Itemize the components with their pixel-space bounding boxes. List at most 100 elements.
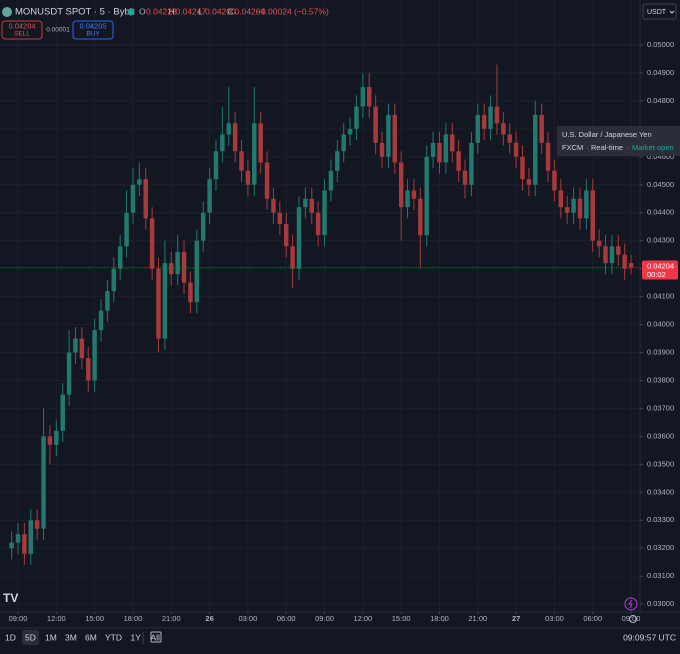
candle-body (309, 198, 314, 213)
candle-body (520, 156, 525, 180)
ohlc-key: H (169, 6, 175, 16)
candle-body (169, 263, 174, 275)
candle-body (175, 251, 180, 275)
range-toolbar: 1D 5D 1M 3M 6M YTD 1Y All (5, 630, 160, 645)
x-tick-label: 06:00 (583, 614, 602, 623)
y-tick-label: 0.04000 (647, 320, 674, 329)
buy-label: BUY (86, 31, 100, 38)
range-button[interactable]: 1Y (131, 632, 142, 642)
y-tick-label: 0.03100 (647, 571, 674, 580)
sell-button[interactable] (1, 20, 43, 40)
x-tick-label: 06:00 (277, 614, 296, 623)
y-tick-label: 0.03200 (647, 543, 674, 552)
candle-body (622, 254, 627, 269)
candle-body (92, 330, 97, 381)
candle-body (360, 86, 366, 107)
candle-body (143, 179, 148, 219)
candle-body (9, 542, 14, 549)
change: −0.00024 (−0.57%) (256, 6, 329, 16)
x-tick-label: 18:00 (430, 614, 449, 623)
date-range-icon[interactable] (150, 631, 162, 643)
candle-body (271, 198, 276, 213)
x-tick-label: 27 (512, 614, 520, 623)
ohlc-value: 0.04247 (176, 6, 207, 16)
candle-body (232, 123, 238, 152)
candle-body (226, 123, 231, 135)
y-tick-label: 0.03400 (647, 487, 674, 496)
x-tick-label: 03:00 (239, 614, 258, 623)
separator: · (586, 143, 589, 152)
y-tick-label: 0.04900 (647, 68, 674, 77)
candle-body (303, 198, 308, 208)
alert-bolt (628, 599, 633, 609)
candle-body (609, 246, 615, 264)
tooltip-feed: Real-time (591, 143, 623, 152)
candle-body (577, 198, 583, 219)
candle-body (526, 179, 532, 185)
range-button[interactable]: 5D (25, 632, 36, 642)
y-tick-label: 0.04600 (647, 152, 674, 161)
x-tick-label: 03:00 (545, 614, 564, 623)
ohlc-key: O (139, 6, 146, 16)
last-price: 0.04204 (647, 262, 674, 271)
y-tick-label: 0.03000 (647, 599, 674, 608)
candle-body (34, 520, 40, 529)
y-tick-label: 0.04100 (647, 292, 674, 301)
y-tick-label: 0.03500 (647, 459, 674, 468)
candle-body (539, 114, 544, 143)
y-tick-label: 0.04800 (647, 96, 674, 105)
range-button[interactable]: 1D (5, 632, 16, 642)
range-button[interactable]: YTD (105, 632, 122, 642)
range-button[interactable]: 3M (65, 632, 77, 642)
candle-body (264, 162, 270, 199)
candle-body (437, 142, 442, 163)
candle-body (252, 123, 257, 185)
currency-select[interactable] (642, 3, 677, 20)
candle-body (418, 198, 423, 236)
sell-price: 0.04204 (8, 21, 35, 30)
candle-body (105, 291, 110, 311)
y-tick-label: 0.04400 (647, 208, 674, 217)
candle-body (283, 223, 289, 247)
alert-icon[interactable] (624, 597, 638, 611)
candle-body (207, 179, 212, 213)
candle-body (494, 106, 500, 124)
candle-body (245, 170, 251, 185)
settings-icon[interactable] (629, 615, 637, 623)
candle-body (596, 240, 602, 247)
x-tick-label: 09:00 (315, 614, 334, 623)
grid (0, 0, 640, 612)
x-tick-label: 18:00 (124, 614, 143, 623)
candle-body (117, 246, 123, 269)
ohlc-value: 0.04204 (235, 6, 266, 16)
candle-body (22, 534, 27, 554)
candle-body (213, 151, 219, 180)
buy-button[interactable] (72, 20, 114, 40)
candle-body (41, 436, 46, 529)
x-tick-label: 26 (205, 614, 213, 623)
candle-body (296, 207, 302, 269)
candle-body (335, 151, 340, 171)
candle-body (488, 106, 493, 129)
candle-body (73, 338, 78, 353)
ohlc-value: 0.04200 (205, 6, 236, 16)
x-tick-label: 21:00 (162, 614, 181, 623)
candle-body (98, 310, 104, 331)
range-button[interactable]: 1M (45, 632, 57, 642)
y-tick-label: 0.05000 (647, 40, 674, 49)
y-tick-label: 0.03800 (647, 375, 674, 384)
candle-body (405, 190, 410, 208)
candle-body (475, 114, 481, 143)
candle-body (628, 263, 634, 268)
buy-price: 0.04205 (79, 21, 106, 30)
candle-body (462, 170, 468, 185)
y-tick-label: 0.03300 (647, 515, 674, 524)
candle-body (162, 263, 168, 339)
range-button[interactable]: 6M (85, 632, 97, 642)
range-button[interactable]: All (151, 632, 161, 642)
countdown: 00:02 (647, 270, 666, 279)
candle-body (507, 134, 512, 143)
candle-body (200, 212, 206, 241)
